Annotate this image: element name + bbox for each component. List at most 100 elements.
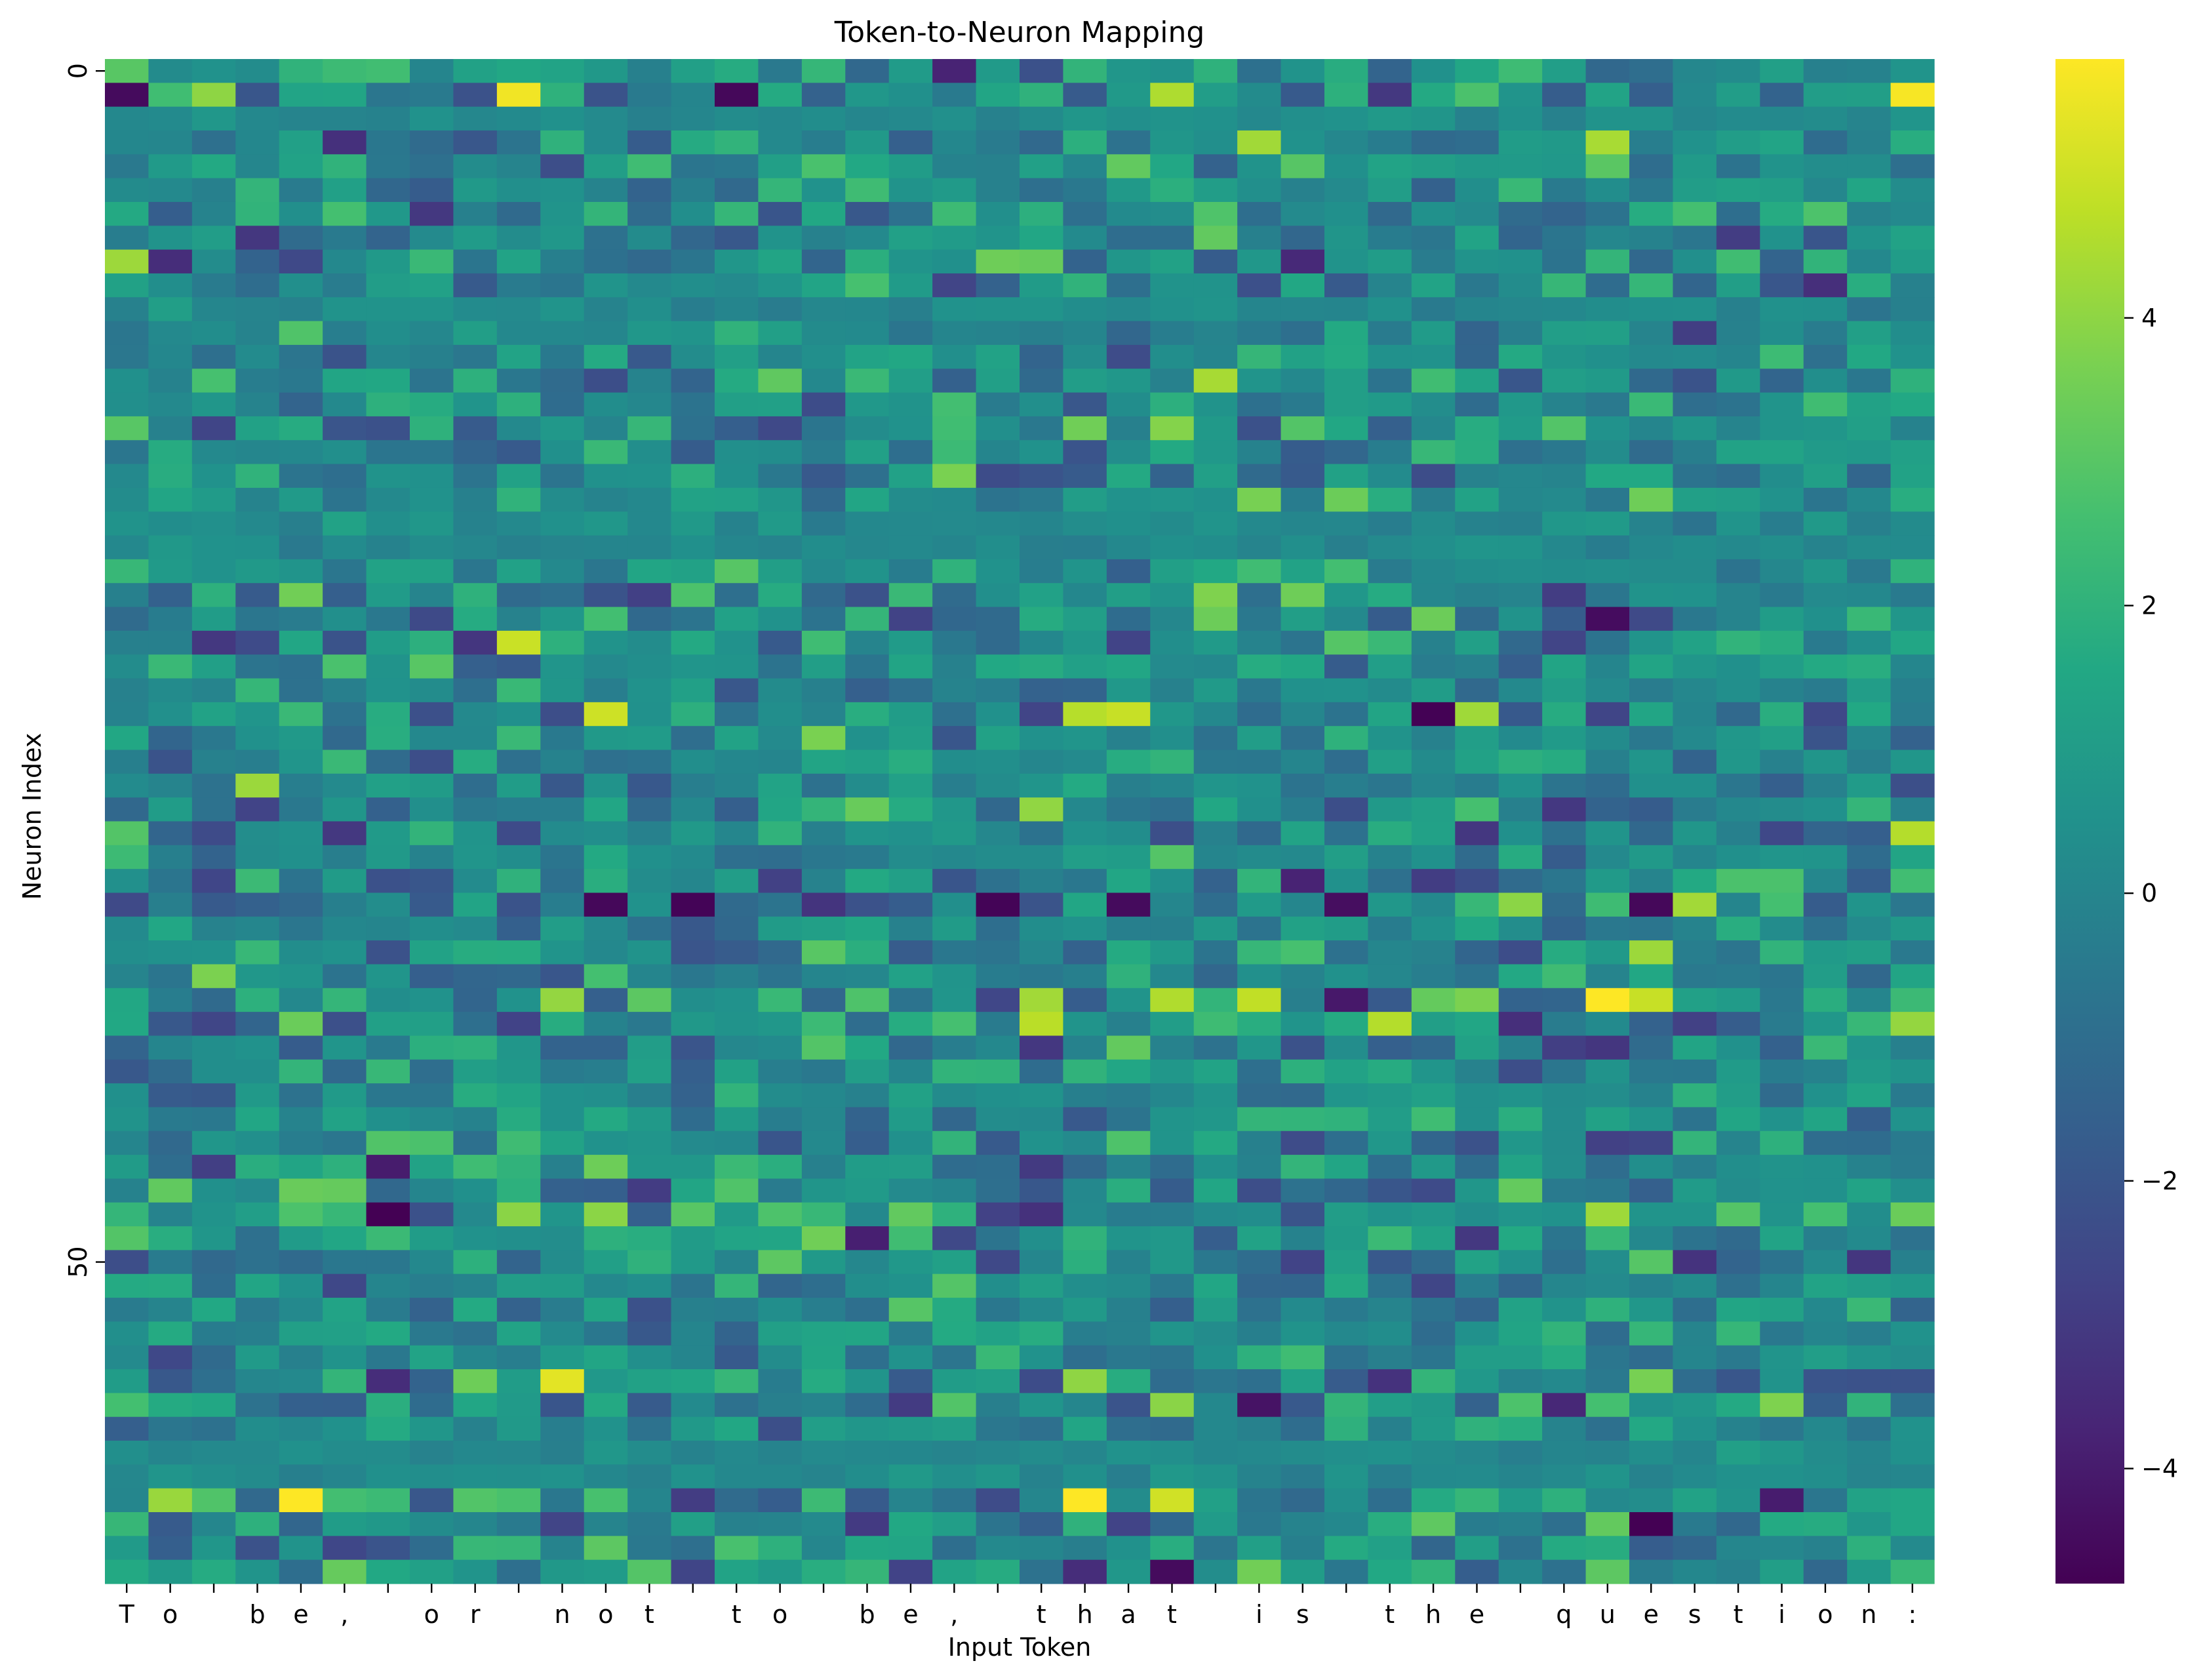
heatmap-cell — [1673, 1464, 1717, 1489]
heatmap-cell — [540, 1059, 585, 1084]
heatmap-cell — [1455, 226, 1499, 250]
heatmap-cell — [1673, 273, 1717, 298]
heatmap-cell — [1716, 630, 1760, 655]
heatmap-cell — [932, 1416, 977, 1441]
heatmap-cell — [1280, 678, 1325, 703]
heatmap-cell — [1324, 440, 1369, 465]
heatmap-cell — [1542, 201, 1587, 226]
heatmap-cell — [148, 511, 193, 536]
heatmap-cell — [1411, 1321, 1456, 1346]
heatmap-cell — [888, 178, 933, 203]
heatmap-cell — [758, 440, 803, 465]
heatmap-cell — [758, 1202, 803, 1227]
heatmap-cell — [976, 1155, 1020, 1180]
heatmap-cell — [540, 607, 585, 631]
heatmap-cell — [1542, 821, 1587, 846]
heatmap-cell — [1890, 1488, 1935, 1513]
heatmap-cell — [1673, 344, 1717, 369]
heatmap-cell — [1411, 321, 1456, 346]
heatmap-cell — [976, 988, 1020, 1012]
heatmap-cell — [976, 940, 1020, 965]
heatmap-cell — [845, 1559, 890, 1584]
heatmap-cell — [105, 1178, 149, 1203]
heatmap-cell — [1280, 440, 1325, 465]
heatmap-cell — [1063, 1441, 1107, 1465]
heatmap-cell — [1673, 201, 1717, 226]
heatmap-cell — [323, 1107, 367, 1132]
heatmap-cell — [888, 416, 933, 441]
heatmap-cell — [584, 130, 628, 155]
heatmap-cell — [1411, 1059, 1456, 1084]
heatmap-cell — [845, 1273, 890, 1298]
heatmap-cell — [410, 1536, 454, 1561]
heatmap-cell — [1673, 821, 1717, 846]
heatmap-cell — [1237, 726, 1282, 751]
heatmap-cell — [1760, 1202, 1804, 1227]
heatmap-cell — [1020, 678, 1064, 703]
heatmap-cell — [1760, 630, 1804, 655]
heatmap-cell — [453, 201, 498, 226]
heatmap-cell — [976, 1226, 1020, 1251]
heatmap-cell — [1498, 1226, 1543, 1251]
heatmap-cell — [1368, 83, 1412, 108]
heatmap-cell — [1237, 464, 1282, 489]
heatmap-cell — [1020, 535, 1064, 560]
heatmap-cell — [1237, 1441, 1282, 1465]
heatmap-cell — [758, 916, 803, 941]
heatmap-cell — [191, 869, 236, 894]
heatmap-cell — [279, 1559, 323, 1584]
heatmap-cell — [148, 416, 193, 441]
heatmap-cell — [1063, 654, 1107, 679]
heatmap-cell — [1193, 487, 1238, 512]
heatmap-cell — [191, 630, 236, 655]
heatmap-cell — [540, 297, 585, 322]
heatmap-cell — [1150, 1536, 1195, 1561]
heatmap-cell — [1324, 797, 1369, 822]
heatmap-cell — [540, 59, 585, 83]
heatmap-cell — [366, 845, 410, 870]
heatmap-cell — [1411, 106, 1456, 131]
heatmap-cell — [1063, 487, 1107, 512]
heatmap-cell — [453, 1369, 498, 1393]
heatmap-cell — [1760, 321, 1804, 346]
heatmap-cell — [105, 487, 149, 512]
heatmap-cell — [1847, 1416, 1892, 1441]
heatmap-cell — [1673, 869, 1717, 894]
heatmap-cell — [1629, 440, 1674, 465]
heatmap-cell — [1585, 1298, 1630, 1322]
heatmap-cell — [323, 464, 367, 489]
heatmap-cell — [235, 583, 280, 608]
heatmap-cell — [627, 702, 672, 727]
heatmap-cell — [540, 392, 585, 417]
heatmap-cell — [1368, 1155, 1412, 1180]
heatmap-cell — [191, 130, 236, 155]
heatmap-cell — [801, 83, 846, 108]
heatmap-cell — [1237, 773, 1282, 798]
heatmap-cell — [932, 678, 977, 703]
heatmap-cell — [191, 440, 236, 465]
heatmap-cell — [1716, 1035, 1760, 1060]
heatmap-cell — [671, 630, 715, 655]
heatmap-cell — [932, 1226, 977, 1251]
heatmap-cell — [540, 1226, 585, 1251]
heatmap-cell — [1106, 344, 1151, 369]
heatmap-cell — [932, 1464, 977, 1489]
heatmap-cell — [1542, 916, 1587, 941]
heatmap-cell — [1237, 1083, 1282, 1108]
heatmap-cell — [845, 1202, 890, 1227]
heatmap-cell — [845, 1321, 890, 1346]
heatmap-cell — [801, 1536, 846, 1561]
heatmap-cell — [1063, 1155, 1107, 1180]
heatmap-cell — [1716, 869, 1760, 894]
heatmap-cell — [758, 988, 803, 1012]
heatmap-cell — [627, 916, 672, 941]
heatmap-cell — [191, 1107, 236, 1132]
heatmap-cell — [1368, 297, 1412, 322]
heatmap-cell — [1847, 726, 1892, 751]
heatmap-cell — [323, 1464, 367, 1489]
heatmap-cell — [1542, 1464, 1587, 1489]
heatmap-cell — [1020, 988, 1064, 1012]
heatmap-cell — [976, 1345, 1020, 1370]
heatmap-cell — [540, 1441, 585, 1465]
heatmap-cell — [1716, 1488, 1760, 1513]
